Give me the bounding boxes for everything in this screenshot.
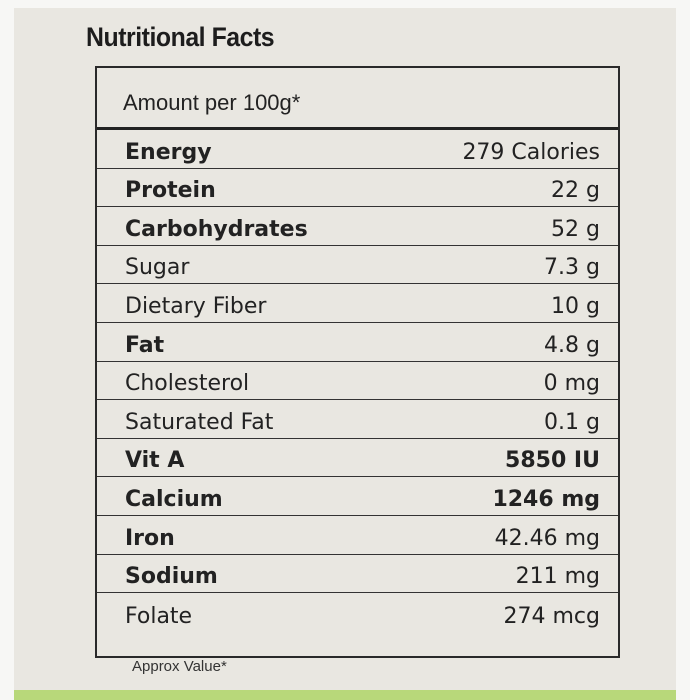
amount: 1246 mg [492,486,600,512]
nutrition-table: Amount per 100g* Energy 279 Calories Prot… [95,66,620,658]
nutrient: Calcium [125,486,223,512]
row: Sugar 7.3 g [97,246,618,285]
amount: 42.46 mg [494,525,600,551]
amount: 22 g [551,178,600,204]
amount: 274 mcg [503,603,600,629]
row: Protein 22 g [97,169,618,208]
nutrient: Vit A [125,448,185,474]
row: Fat 4.8 g [97,323,618,362]
amount: 5850 IU [505,448,600,474]
amount: 4.8 g [544,332,600,358]
row: Calcium 1246 mg [97,477,618,516]
row: Energy 279 Calories [97,130,618,169]
row: Folate 274 mcg [97,593,618,632]
amount: 7.3 g [544,255,600,281]
label-background [14,8,676,692]
row: Cholesterol 0 mg [97,362,618,401]
row: Dietary Fiber 10 g [97,284,618,323]
nutrient: Sugar [125,255,190,281]
nutrient: Sodium [125,564,218,590]
amount: 0 mg [543,371,600,397]
title: Nutritional Facts [86,22,275,52]
amount: 0.1 g [544,409,600,435]
amount: 10 g [551,293,600,319]
green-strip [14,690,676,700]
nutrient: Saturated Fat [125,409,274,435]
nutrient: Cholesterol [125,371,250,397]
row: Carbohydrates 52 g [97,207,618,246]
amount: 279 Calories [462,139,600,165]
amount: 52 g [551,216,600,242]
footnote: Approx Value* [132,658,227,675]
table-heading: Amount per 100g* [97,68,618,130]
row: Vit A 5850 IU [97,439,618,478]
nutrient: Folate [125,603,193,629]
nutrient: Energy [125,139,212,165]
nutrient: Dietary Fiber [125,293,267,319]
row: Saturated Fat 0.1 g [97,400,618,439]
amount: 211 mg [515,564,600,590]
row: Sodium 211 mg [97,555,618,594]
nutrient: Protein [125,178,216,204]
row: Iron 42.46 mg [97,516,618,555]
nutrient: Iron [125,525,175,551]
nutrient: Carbohydrates [125,216,308,242]
nutrient: Fat [125,332,165,358]
